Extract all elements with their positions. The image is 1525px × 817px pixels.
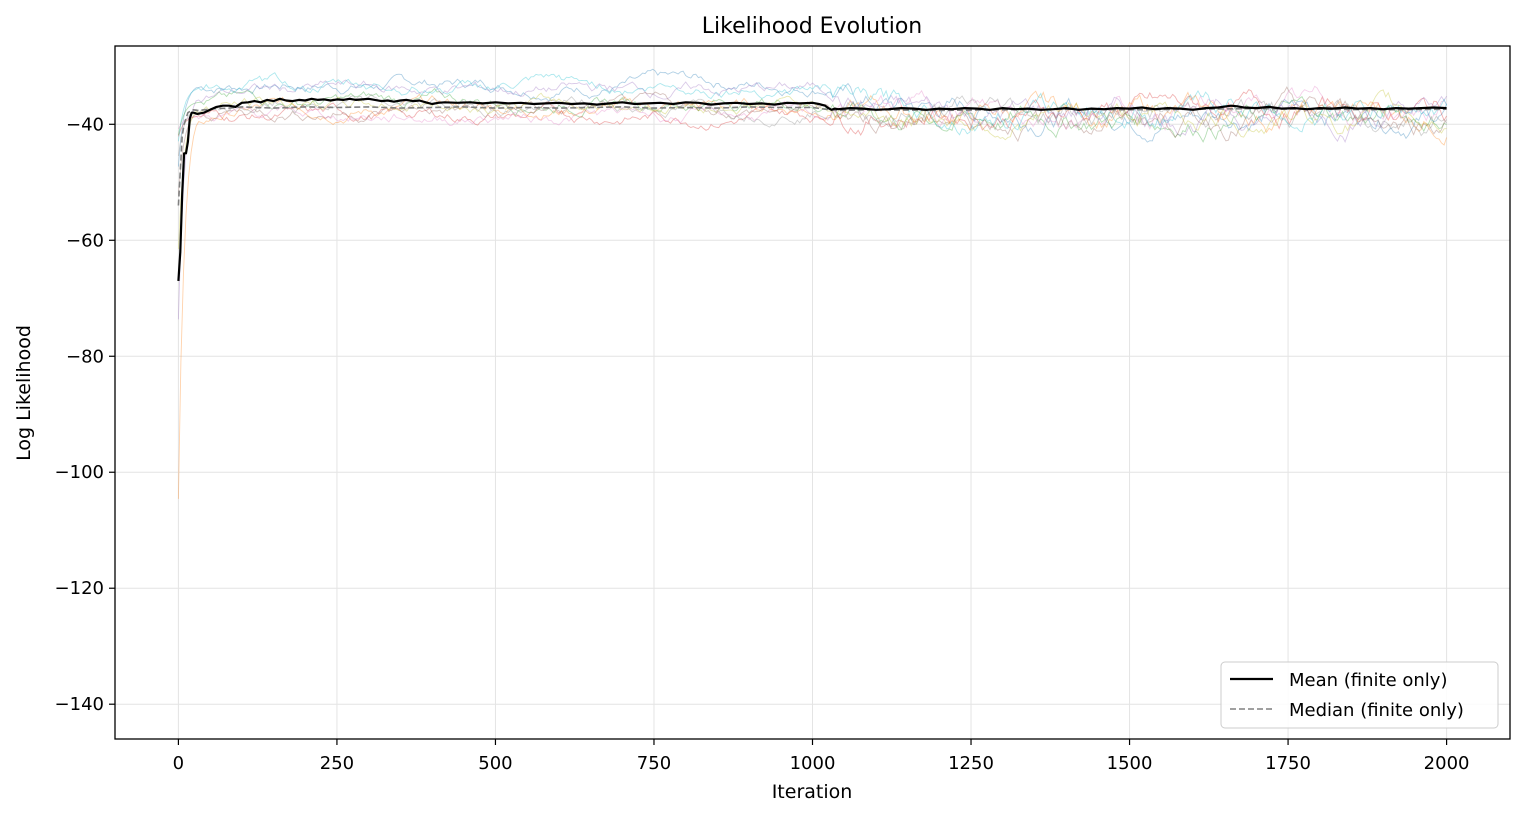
y-tick-label: −120	[55, 578, 104, 599]
chain-trace	[177, 68, 1448, 167]
x-tick-label: 2000	[1424, 753, 1470, 774]
chain-trace	[177, 89, 1447, 250]
legend: Mean (finite only) Median (finite only)	[1220, 661, 1499, 729]
x-tick-label: 0	[173, 753, 184, 774]
y-tick-label: −100	[55, 462, 104, 483]
chain-trace	[177, 93, 1447, 156]
y-tick-label: −40	[66, 114, 104, 135]
chain-trace	[177, 72, 1448, 142]
series-layer	[177, 97, 1447, 281]
legend-box	[1220, 661, 1499, 729]
y-tick-label: −140	[55, 694, 104, 715]
median-series-line	[177, 106, 1447, 206]
chain-trace	[178, 85, 1447, 131]
x-axis-title: Iteration	[772, 781, 853, 803]
chain-trace	[177, 89, 1447, 137]
x-tick-label: 1750	[1265, 753, 1311, 774]
x-tick-label: 1250	[948, 753, 994, 774]
x-tick-label: 750	[637, 753, 671, 774]
y-tick-label: −80	[66, 346, 104, 367]
x-tick-label: 500	[478, 753, 512, 774]
x-axis: 0 250 500 750 1000 1250 1500 1750 2000	[173, 739, 1470, 774]
mean-series-line	[177, 97, 1447, 281]
chart-title: Likelihood Evolution	[702, 14, 922, 39]
x-tick-label: 1500	[1107, 753, 1153, 774]
chain-trace	[177, 87, 1447, 143]
x-tick-label: 1000	[790, 753, 836, 774]
legend-median-label: Median (finite only)	[1289, 700, 1464, 721]
y-tick-label: −60	[66, 230, 104, 251]
y-axis-title: Log Likelihood	[13, 325, 35, 461]
legend-mean-label: Mean (finite only)	[1289, 670, 1447, 691]
y-axis: −140 −120 −100 −80 −60 −40	[55, 114, 115, 715]
background-traces	[177, 68, 1448, 499]
chain-trace	[177, 90, 1448, 499]
x-tick-label: 250	[320, 753, 354, 774]
chain-trace	[177, 86, 1447, 195]
chain-trace	[177, 79, 1447, 320]
